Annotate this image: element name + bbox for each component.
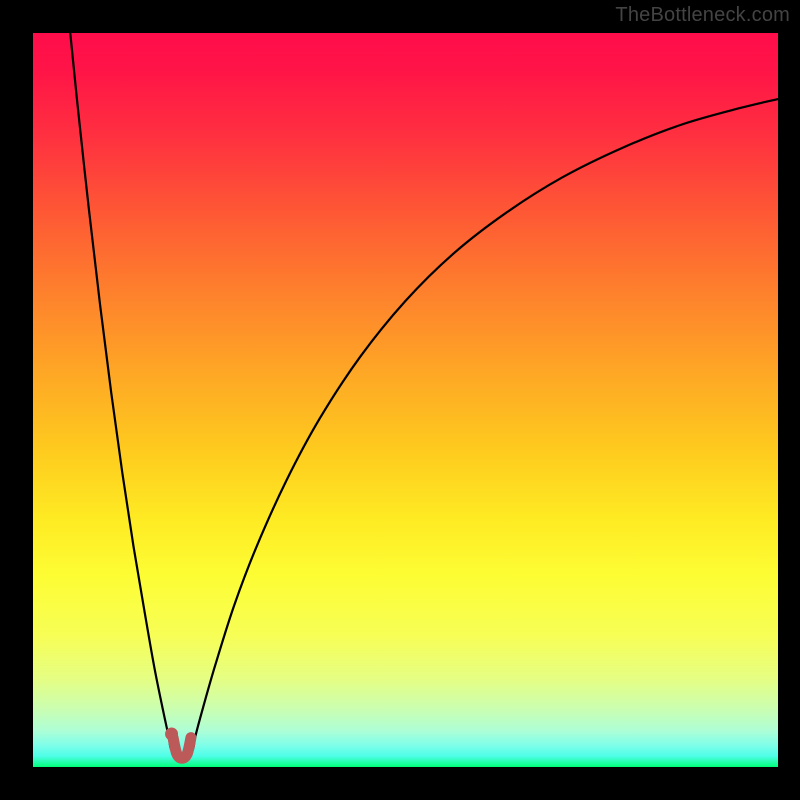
chart-container: TheBottleneck.com — [0, 0, 800, 800]
gradient-plot-area — [33, 33, 778, 767]
optimal-point-dot — [165, 727, 178, 740]
watermark-label: TheBottleneck.com — [615, 4, 790, 27]
bottleneck-chart — [0, 0, 800, 800]
